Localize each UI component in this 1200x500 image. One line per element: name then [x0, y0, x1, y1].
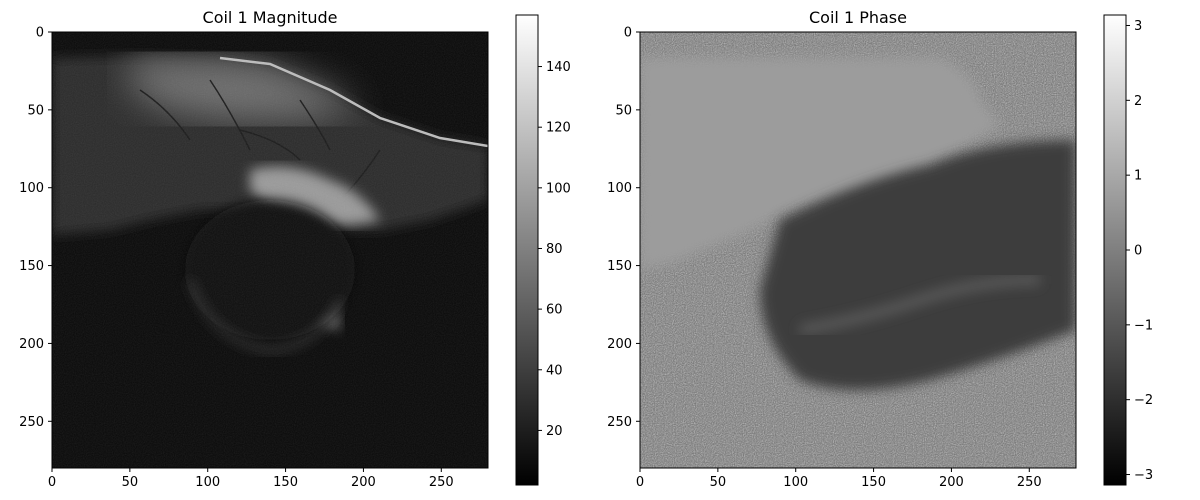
phase-x-tick-label: 200 — [939, 475, 964, 490]
phase-y-ticks: 0 50 100 150 200 250 — [607, 26, 640, 430]
phase-colorbar-tick-label: −3 — [1134, 468, 1153, 483]
phase-y-tick-label: 200 — [607, 337, 632, 352]
phase-colorbar-tick-label: 1 — [1134, 169, 1142, 184]
magnitude-y-tick-label: 200 — [19, 337, 44, 352]
magnitude-y-tick-label: 100 — [19, 181, 44, 196]
magnitude-colorbar-ticks: 20 40 60 80 100 120 140 — [538, 60, 571, 439]
phase-colorbar-tick-label: 2 — [1134, 94, 1142, 109]
phase-colorbar-tick-label: 0 — [1134, 244, 1142, 259]
phase-y-tick-label: 150 — [607, 259, 632, 274]
phase-x-tick-label: 0 — [636, 475, 644, 490]
magnitude-panel: Coil 1 Magnitude 0 50 100 150 200 250 0 50 100 1… — [19, 8, 571, 490]
phase-x-tick-label: 100 — [783, 475, 808, 490]
phase-x-tick-label: 50 — [710, 475, 727, 490]
magnitude-y-tick-label: 250 — [19, 415, 44, 430]
phase-colorbar-tick-label: −2 — [1134, 393, 1153, 408]
magnitude-y-ticks: 0 50 100 150 200 250 — [19, 26, 52, 430]
magnitude-colorbar-tick-label: 80 — [546, 242, 563, 257]
phase-image — [640, 32, 1076, 468]
phase-x-tick-label: 250 — [1017, 475, 1042, 490]
magnitude-x-tick-label: 200 — [351, 475, 376, 490]
magnitude-y-tick-label: 0 — [36, 26, 44, 41]
magnitude-colorbar-tick-label: 140 — [546, 60, 571, 75]
magnitude-x-tick-label: 50 — [122, 475, 139, 490]
magnitude-y-tick-label: 50 — [27, 103, 44, 118]
magnitude-y-tick-label: 150 — [19, 259, 44, 274]
phase-colorbar-tick-label: 3 — [1134, 19, 1142, 34]
phase-y-tick-label: 250 — [607, 415, 632, 430]
magnitude-x-ticks: 0 50 100 150 200 250 — [48, 468, 454, 490]
phase-colorbar-tick-label: −1 — [1134, 318, 1153, 333]
magnitude-x-tick-label: 250 — [429, 475, 454, 490]
magnitude-colorbar-tick-label: 20 — [546, 424, 563, 439]
magnitude-x-tick-label: 100 — [195, 475, 220, 490]
phase-y-tick-label: 50 — [615, 103, 632, 118]
magnitude-colorbar-tick-label: 100 — [546, 181, 571, 196]
phase-x-ticks: 0 50 100 150 200 250 — [636, 468, 1042, 490]
magnitude-image — [52, 32, 488, 468]
phase-colorbar — [1103, 14, 1127, 486]
magnitude-colorbar-tick-label: 60 — [546, 303, 563, 318]
magnitude-colorbar-tick-label: 40 — [546, 363, 563, 378]
magnitude-x-tick-label: 150 — [273, 475, 298, 490]
phase-y-tick-label: 0 — [624, 26, 632, 41]
phase-y-tick-label: 100 — [607, 181, 632, 196]
magnitude-axes-frame — [51, 31, 489, 469]
magnitude-title: Coil 1 Magnitude — [203, 8, 338, 27]
phase-panel: Coil 1 Phase 0 50 100 150 200 250 05010015020… — [607, 8, 1153, 490]
phase-x-tick-label: 150 — [861, 475, 886, 490]
phase-colorbar-ticks: −3 −2 −1 0 1 2 3 — [1126, 19, 1153, 483]
magnitude-x-tick-label: 0 — [48, 475, 56, 490]
magnitude-colorbar — [515, 14, 539, 486]
phase-title: Coil 1 Phase — [809, 8, 907, 27]
magnitude-colorbar-tick-label: 120 — [546, 121, 571, 136]
phase-axes-frame — [639, 31, 1077, 469]
